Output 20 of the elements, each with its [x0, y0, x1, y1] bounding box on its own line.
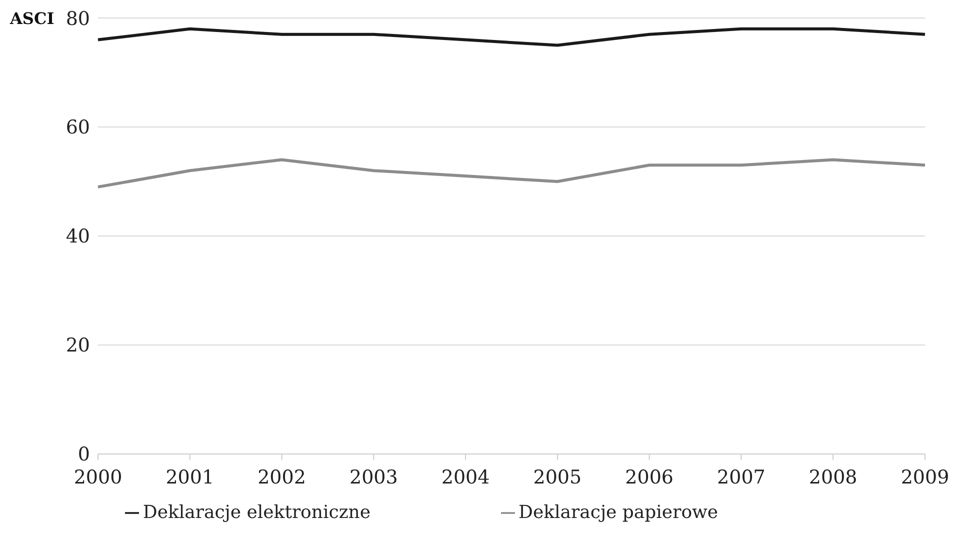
- x-tick-label: 2005: [533, 466, 582, 488]
- y-axis-title: ASCI: [9, 9, 54, 28]
- x-tick-label: 2008: [808, 466, 858, 488]
- x-tick-label: 2002: [258, 466, 306, 488]
- y-tick-label: 80: [66, 8, 90, 30]
- x-tick-label: 2004: [441, 466, 490, 488]
- x-tick-label: 2001: [166, 466, 214, 488]
- x-tick-label: 2006: [625, 466, 674, 488]
- legend-label: Deklaracje elektroniczne: [142, 502, 371, 523]
- x-tick-label: 2003: [349, 466, 398, 488]
- y-tick-label: 60: [66, 116, 90, 139]
- x-tick-label: 2007: [717, 466, 766, 488]
- x-tick-label: 2009: [900, 466, 950, 488]
- line-series: [96, 158, 926, 188]
- line-series: [96, 27, 926, 47]
- x-tick-label: 2000: [74, 466, 122, 488]
- y-tick-label: 40: [66, 226, 90, 248]
- y-tick-label: 0: [78, 444, 90, 466]
- y-tick-label: 20: [66, 334, 90, 357]
- legend-label: Deklaracje papierowe: [518, 502, 718, 523]
